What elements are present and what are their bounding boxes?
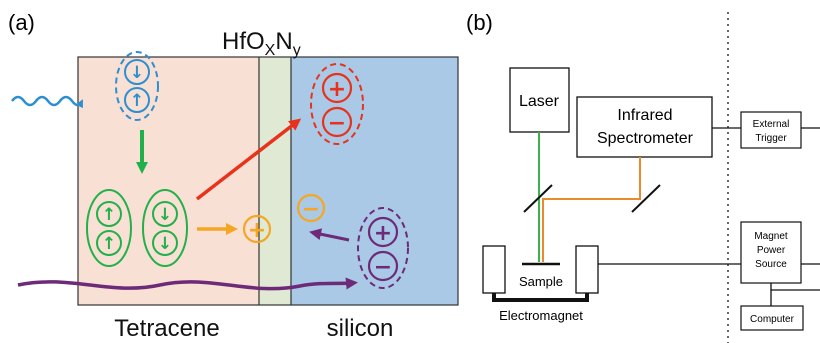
sample-label: Sample xyxy=(519,274,563,289)
magnet-power-label-1: Magnet xyxy=(754,231,788,242)
magnet-power-box xyxy=(740,221,802,284)
spin-down-icon: ↓ xyxy=(158,234,172,254)
external-trigger-label-1: External xyxy=(753,119,790,130)
electromagnet-label: Electromagnet xyxy=(499,308,583,323)
incoming-photon-arrow xyxy=(11,95,84,109)
singlet-exciton: ↓ ↑ xyxy=(115,51,159,121)
spin-down-circle xyxy=(124,59,150,85)
panel-b-label: (b) xyxy=(466,10,493,35)
panel-a: (a) HfOXNy Tetracene silicon ↓ ↑ ↑ xyxy=(8,10,459,342)
tetracene-region xyxy=(78,57,259,305)
computer-label: Computer xyxy=(750,314,795,325)
silicon-exciton-red-outline xyxy=(310,63,364,145)
triplet-exciton-1: ↑ ↑ xyxy=(86,189,132,267)
tetracene-label: Tetracene xyxy=(114,315,219,342)
spectrometer-label-1: Infrared xyxy=(617,107,672,124)
silicon-region xyxy=(291,57,458,305)
electron-minus-icon: − xyxy=(302,197,320,222)
mirror-2 xyxy=(631,184,661,213)
spectrometer-box xyxy=(576,96,713,158)
spin-down-circle xyxy=(152,201,178,227)
hfoxny-label: HfOXNy xyxy=(222,28,301,59)
silicon-exciton-red: + − xyxy=(310,63,364,145)
singlet-exciton-outline xyxy=(115,51,159,121)
spin-down-icon: ↓ xyxy=(130,63,144,83)
hfoxny-region xyxy=(259,57,291,305)
spectrometer-label-2: Spectrometer xyxy=(597,130,694,147)
minus-icon: − xyxy=(328,111,346,136)
spin-up-icon: ↑ xyxy=(130,91,144,111)
spin-up-circle xyxy=(124,87,150,113)
panel-b: (b) Laser Infrared Spectrometer Sample E… xyxy=(466,10,820,343)
minus-circle xyxy=(321,106,353,138)
magnet-power-label-2: Power xyxy=(757,245,786,256)
long-photon-arrow xyxy=(17,277,358,291)
laser-box xyxy=(509,67,570,133)
spin-up-circle xyxy=(96,201,122,227)
laser-label: Laser xyxy=(519,93,560,110)
plus-icon: + xyxy=(328,77,346,102)
panel-a-label: (a) xyxy=(8,10,35,35)
external-trigger-label-2: Trigger xyxy=(755,133,787,144)
electromagnet-left-pole xyxy=(482,245,506,294)
plus-icon: + xyxy=(374,221,392,246)
electromagnet-right-pole xyxy=(575,245,599,294)
triplet-exciton-1-outline xyxy=(86,189,132,267)
minus-circle xyxy=(367,250,399,282)
mirror-1 xyxy=(523,184,553,213)
triplet-exciton-2: ↓ ↓ xyxy=(142,189,188,267)
spin-up-icon: ↑ xyxy=(102,234,116,254)
computer-box xyxy=(740,305,804,331)
plus-circle xyxy=(321,72,353,104)
plus-circle xyxy=(367,216,399,248)
silicon-label: silicon xyxy=(327,315,394,342)
silicon-exciton-purple-outline xyxy=(357,207,409,289)
spin-up-circle xyxy=(96,230,122,256)
external-trigger-box xyxy=(740,111,802,149)
infrared-beam xyxy=(542,157,641,262)
spin-down-circle xyxy=(152,230,178,256)
minus-icon: − xyxy=(374,255,392,280)
computer-wire xyxy=(770,283,820,291)
electron-circle xyxy=(296,193,326,223)
triplet-transfer-arrow xyxy=(195,118,302,201)
purple-arrow xyxy=(309,228,350,242)
hole-circle xyxy=(242,214,272,244)
sample-outline xyxy=(77,56,459,306)
silicon-exciton-purple: + − xyxy=(357,207,409,289)
spin-up-icon: ↑ xyxy=(102,205,116,225)
hole-plus-icon: + xyxy=(248,218,266,243)
electromagnet-yoke xyxy=(492,293,589,302)
spin-down-icon: ↓ xyxy=(158,205,172,225)
triplet-exciton-2-outline xyxy=(142,189,188,267)
magnet-power-label-3: Source xyxy=(755,259,787,270)
